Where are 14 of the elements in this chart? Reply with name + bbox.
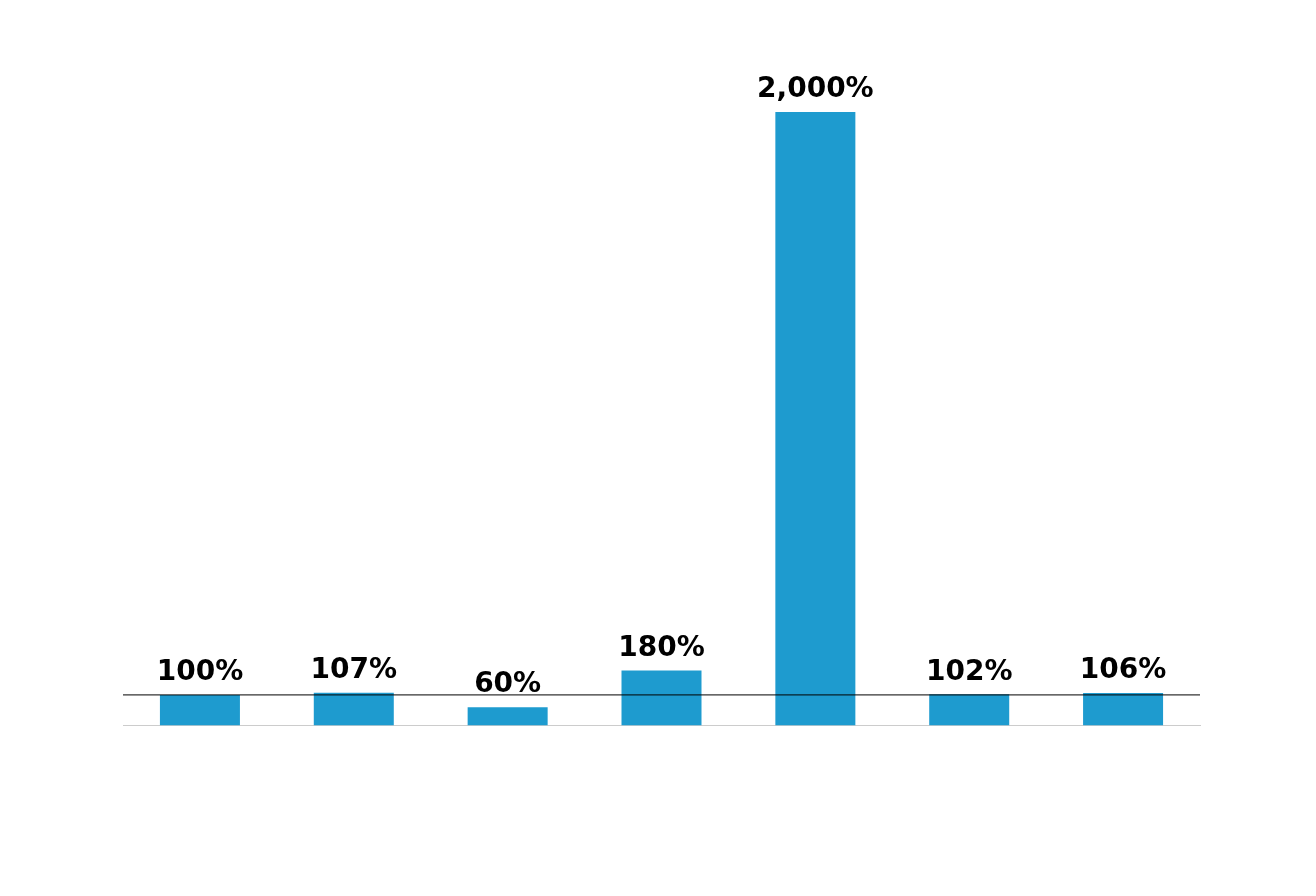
bar (159, 694, 240, 726)
data-label: 102% (925, 653, 1013, 687)
bar (313, 692, 394, 726)
bar (1083, 693, 1164, 726)
data-label: 2,000% (757, 71, 874, 105)
bar (775, 112, 856, 726)
data-label: 106% (1079, 652, 1167, 686)
bar (467, 707, 548, 726)
data-label: 107% (310, 652, 398, 686)
data-label: 60% (474, 666, 542, 700)
data-label: 100% (156, 654, 244, 688)
bar (621, 670, 702, 726)
data-label: 180% (618, 629, 705, 663)
bar (929, 694, 1010, 726)
